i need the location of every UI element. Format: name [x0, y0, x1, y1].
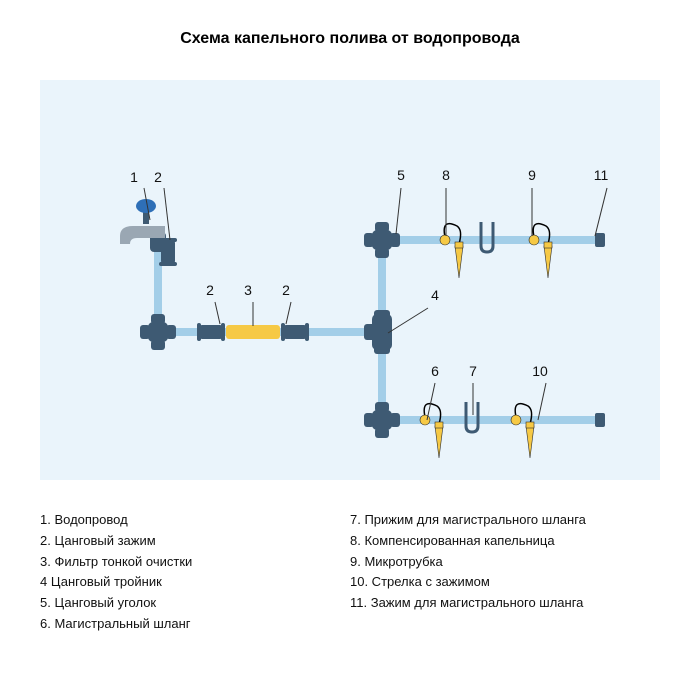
- svg-text:10: 10: [532, 363, 548, 379]
- svg-text:4: 4: [431, 287, 439, 303]
- legend-item: 7. Прижим для магистрального шланга: [350, 510, 660, 531]
- legend-item: 6. Магистральный шланг: [40, 614, 350, 635]
- legend-item: 5. Цанговый уголок: [40, 593, 350, 614]
- svg-text:7: 7: [469, 363, 477, 379]
- svg-text:2: 2: [282, 282, 290, 298]
- legend-item: 1. Водопровод: [40, 510, 350, 531]
- svg-text:11: 11: [594, 167, 609, 183]
- legend-item: 9. Микротрубка: [350, 552, 660, 573]
- svg-text:1: 1: [130, 169, 138, 185]
- legend-item: 4 Цанговый тройник: [40, 572, 350, 593]
- page-title: Схема капельного полива от водопровода: [0, 0, 700, 63]
- legend-item: 2. Цанговый зажим: [40, 531, 350, 552]
- legend: 1. Водопровод 2. Цанговый зажим 3. Фильт…: [40, 510, 660, 635]
- svg-text:9: 9: [528, 167, 536, 183]
- svg-text:8: 8: [442, 167, 450, 183]
- irrigation-diagram: 122324567891011: [40, 80, 660, 480]
- legend-item: 11. Зажим для магистрального шланга: [350, 593, 660, 614]
- svg-text:2: 2: [154, 169, 162, 185]
- legend-item: 10. Стрелка с зажимом: [350, 572, 660, 593]
- legend-col-2: 7. Прижим для магистрального шланга 8. К…: [350, 510, 660, 635]
- svg-text:3: 3: [244, 282, 252, 298]
- svg-text:5: 5: [397, 167, 405, 183]
- svg-text:6: 6: [431, 363, 439, 379]
- legend-item: 3. Фильтр тонкой очистки: [40, 552, 350, 573]
- svg-text:2: 2: [206, 282, 214, 298]
- legend-col-1: 1. Водопровод 2. Цанговый зажим 3. Фильт…: [40, 510, 350, 635]
- legend-item: 8. Компенсированная капельница: [350, 531, 660, 552]
